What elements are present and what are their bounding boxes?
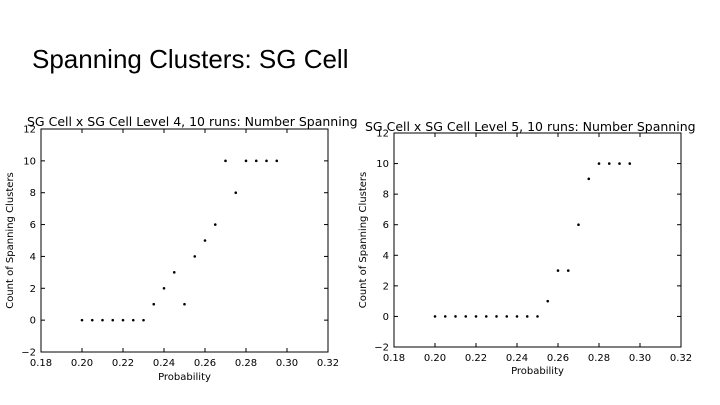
x-tick-label: 0.20 — [424, 353, 446, 364]
data-point — [618, 162, 621, 165]
y-tick-label: 6 — [383, 220, 389, 231]
data-point — [203, 239, 207, 242]
data-point — [515, 315, 519, 318]
chart-title: SG Cell x SG Cell Level 5, 10 runs: Numb… — [365, 119, 696, 134]
data-point — [484, 315, 488, 318]
y-tick-label: −2 — [374, 343, 389, 354]
x-tick-label: 0.30 — [276, 358, 298, 369]
x-tick-label: 0.28 — [588, 353, 610, 364]
data-point — [454, 315, 457, 318]
chart-title: SG Cell x SG Cell Level 4, 10 runs: Numb… — [27, 114, 358, 129]
x-tick-label: 0.32 — [670, 353, 692, 364]
x-tick-label: 0.24 — [153, 358, 175, 369]
data-point — [265, 159, 268, 163]
y-tick-label: 12 — [23, 125, 36, 136]
y-axis-label: Count of Spanning Clusters — [5, 172, 16, 309]
y-axis-label: Count of Spanning Clusters — [358, 172, 369, 309]
data-point — [172, 271, 176, 274]
x-tick-label: 0.20 — [71, 358, 93, 369]
y-tick-label: 12 — [376, 129, 389, 140]
data-point — [556, 269, 560, 272]
data-point — [193, 255, 197, 258]
data-point — [587, 177, 591, 181]
data-point — [131, 318, 135, 322]
x-tick-label: 0.26 — [194, 358, 216, 369]
slide-title: Spanning Clusters: SG Cell — [32, 44, 349, 74]
data-point — [607, 162, 611, 165]
data-point — [275, 159, 279, 163]
plot-frame — [40, 128, 329, 353]
data-point — [525, 315, 529, 318]
data-point — [495, 315, 498, 318]
y-tick-label: 4 — [383, 251, 389, 262]
x-tick-label: 0.30 — [629, 353, 651, 364]
x-axis-label: Probability — [158, 372, 211, 383]
x-tick-label: 0.18 — [30, 358, 52, 369]
data-point — [254, 159, 258, 163]
data-point — [121, 318, 125, 322]
data-point — [234, 191, 238, 195]
chart-level-4: SG Cell x SG Cell Level 4, 10 runs: Numb… — [5, 114, 358, 383]
plot-frame — [393, 132, 682, 348]
data-point — [628, 162, 632, 165]
y-tick-label: 10 — [376, 159, 389, 170]
data-point — [597, 162, 601, 165]
y-tick-label: 2 — [30, 284, 36, 295]
y-tick-label: −2 — [21, 348, 36, 359]
data-point — [474, 315, 478, 318]
data-point — [536, 315, 539, 318]
y-tick-label: 4 — [30, 252, 36, 263]
data-point — [162, 286, 166, 290]
data-point — [464, 315, 468, 318]
data-point — [566, 269, 570, 272]
data-point — [111, 318, 115, 322]
x-tick-label: 0.22 — [112, 358, 134, 369]
y-tick-label: 8 — [30, 188, 36, 199]
y-tick-label: 0 — [30, 316, 36, 327]
data-point — [224, 159, 227, 163]
data-point — [152, 302, 156, 306]
data-point — [213, 223, 217, 226]
x-axis-label: Probability — [511, 366, 564, 377]
data-point — [142, 318, 145, 322]
data-point — [80, 318, 84, 322]
y-tick-label: 0 — [383, 312, 389, 323]
data-point — [546, 299, 550, 303]
chart-level-5: SG Cell x SG Cell Level 5, 10 runs: Numb… — [358, 119, 696, 377]
data-point — [433, 315, 437, 318]
data-point — [183, 302, 186, 306]
y-tick-label: 8 — [383, 190, 389, 201]
x-tick-label: 0.26 — [547, 353, 569, 364]
y-tick-label: 2 — [383, 281, 389, 292]
data-point — [244, 159, 248, 163]
y-tick-label: 10 — [23, 156, 36, 167]
y-tick-label: 6 — [30, 220, 36, 231]
data-point — [505, 315, 509, 318]
x-tick-label: 0.32 — [317, 358, 339, 369]
data-point — [90, 318, 94, 322]
data-point — [101, 318, 104, 322]
data-point — [577, 223, 580, 227]
data-point — [443, 315, 447, 318]
x-tick-label: 0.22 — [465, 353, 487, 364]
x-tick-label: 0.28 — [235, 358, 257, 369]
x-tick-label: 0.18 — [383, 353, 405, 364]
x-tick-label: 0.24 — [506, 353, 528, 364]
